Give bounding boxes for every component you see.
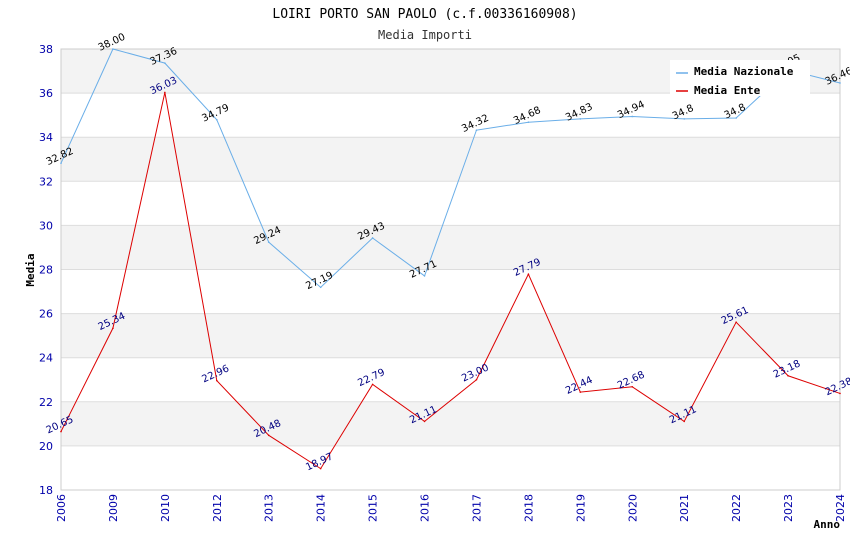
data-point-media-ente (787, 374, 789, 377)
x-tick-label: 2012 (211, 494, 224, 522)
plot-band (61, 445, 840, 490)
x-tick-label: 2020 (626, 494, 639, 522)
data-point-media-nazionale (527, 121, 530, 124)
x-axis-ticks: 2006 2009 2010 2012 2013 2014 2015 2016 2017 2018… (55, 494, 847, 522)
y-axis-title: Media (24, 253, 37, 286)
x-tick-label: 2014 (315, 494, 328, 522)
data-point-media-ente (60, 430, 62, 433)
data-point-media-nazionale (839, 82, 841, 84)
data-point-media-nazionale (579, 118, 582, 120)
data-point-media-nazionale (112, 48, 114, 50)
x-tick-label: 2017 (470, 494, 483, 522)
y-tick-label: 28 (39, 264, 53, 277)
data-point-media-ente (267, 434, 270, 437)
y-tick-label: 30 (39, 219, 53, 232)
plot-frame (60, 48, 841, 491)
data-point-media-ente (112, 327, 114, 329)
x-tick-label: 2023 (782, 494, 795, 522)
y-tick-label: 36 (39, 87, 53, 100)
data-point-media-nazionale (60, 162, 62, 165)
data-point-media-ente (319, 467, 322, 470)
data-point-media-ente (631, 386, 634, 388)
plot-band (61, 269, 840, 314)
x-tick-label: 2009 (107, 494, 120, 522)
data-point-media-ente (164, 91, 166, 94)
data-point-media-ente (423, 420, 426, 423)
legend: Media Nazionale Media Ente (670, 60, 810, 97)
data-point-media-nazionale (423, 275, 426, 277)
x-tick-label: 2022 (730, 494, 743, 522)
x-axis-title: Anno (814, 518, 841, 531)
data-point-media-ente (579, 391, 582, 393)
y-tick-label: 34 (39, 131, 53, 144)
y-tick-label: 32 (39, 175, 53, 188)
plot-band (61, 313, 840, 358)
data-point-media-nazionale (735, 117, 737, 119)
x-tick-label: 2016 (419, 494, 432, 522)
data-point-media-nazionale (371, 237, 374, 239)
legend-label-media-ente: Media Ente (694, 84, 761, 97)
y-tick-label: 26 (39, 308, 53, 321)
x-tick-label: 2015 (367, 494, 380, 522)
data-point-media-ente (839, 392, 841, 395)
plot-band (61, 93, 840, 138)
legend-label-media-nazionale: Media Nazionale (694, 65, 794, 78)
y-tick-label: 20 (39, 440, 53, 453)
x-tick-label: 2019 (574, 494, 587, 522)
data-point-media-nazionale (164, 62, 166, 64)
x-tick-label: 2010 (159, 494, 172, 522)
series-line-media-ente (60, 92, 841, 470)
data-point-media-nazionale (319, 286, 322, 289)
x-tick-label: 2013 (263, 494, 276, 522)
chart-subtitle: Media Importi (378, 28, 472, 42)
data-point-media-ente (527, 273, 530, 275)
series-layer (60, 48, 841, 470)
data-point-media-nazionale (475, 129, 478, 131)
y-tick-label: 18 (39, 484, 53, 497)
legend-box (670, 60, 810, 96)
y-tick-label: 22 (39, 396, 53, 409)
plot-band (61, 225, 840, 270)
plot-band (61, 137, 840, 182)
data-point-media-ente (683, 420, 685, 423)
data-point-media-nazionale (683, 118, 685, 120)
data-point-media-ente (371, 383, 374, 386)
data-point-media-ente (735, 321, 737, 323)
data-point-media-ente (475, 378, 478, 381)
data-point-media-ente (216, 379, 218, 382)
x-tick-label: 2006 (55, 494, 68, 522)
chart-title: LOIRI PORTO SAN PAOLO (c.f.00336160908) (272, 7, 577, 22)
x-tick-label: 2018 (522, 494, 535, 522)
x-tick-label: 2021 (678, 494, 691, 522)
data-point-media-nazionale (216, 118, 218, 121)
x-tick-label: 2024 (834, 494, 847, 522)
plot-background-bands (61, 49, 840, 490)
y-axis-ticks: 18 20 22 24 26 28 30 32 34 36 38 (39, 43, 53, 497)
y-tick-label: 24 (39, 352, 53, 365)
y-tick-label: 38 (39, 43, 53, 56)
plot-band (61, 401, 840, 446)
series-line-media-nazionale (60, 48, 841, 289)
data-point-media-nazionale (267, 241, 270, 243)
data-point-media-nazionale (631, 115, 634, 118)
plot-band (61, 357, 840, 402)
